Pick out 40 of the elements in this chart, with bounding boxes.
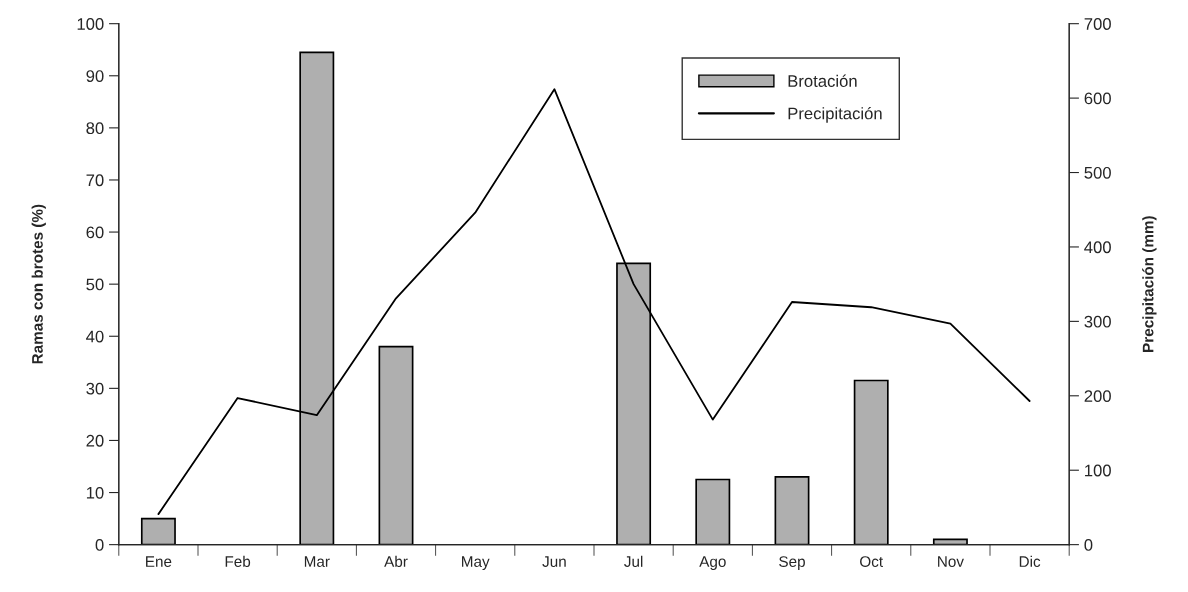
- x-tick-label: Abr: [384, 555, 408, 567]
- x-tick-label: Ago: [699, 556, 726, 570]
- bar: [853, 379, 889, 545]
- x-tick-label: May: [462, 556, 490, 570]
- x-tick-label: Feb: [225, 555, 251, 567]
- y2-tick-label: 700: [1084, 18, 1111, 30]
- y-tick-label: 50: [86, 278, 104, 291]
- y-tick-label: 20: [86, 434, 104, 447]
- y2-tick-label: 100: [1085, 464, 1111, 477]
- bar: [140, 517, 176, 545]
- bar: [774, 476, 810, 545]
- y-tick-label: 30: [86, 382, 104, 395]
- y-tick-label: 10: [86, 486, 104, 499]
- x-tick-label: Jul: [624, 555, 643, 567]
- y2-tick-label: 200: [1084, 390, 1111, 402]
- y2-tick-label: 400: [1084, 241, 1111, 254]
- legend-label: Precipitación: [788, 106, 882, 123]
- y2-tick-label: 500: [1084, 166, 1111, 179]
- y-tick-label: 100: [77, 18, 104, 30]
- x-tick-label: Jun: [542, 556, 566, 567]
- y-tick-label: 80: [86, 122, 104, 135]
- x-tick-label: Dic: [1019, 555, 1041, 567]
- x-tick-label: Ene: [146, 556, 172, 567]
- y-tick-label: 90: [86, 70, 104, 82]
- legend-label: Brotación: [788, 74, 857, 87]
- y2-tick-label: 0: [1084, 539, 1093, 551]
- y-tick-label: 40: [86, 330, 104, 343]
- y-axis-title: Ramas con brotes (%): [31, 204, 46, 364]
- x-tick-label: Nov: [938, 556, 964, 567]
- y2-axis-title: Precipitación (mm): [1142, 216, 1157, 352]
- y2-tick-label: 600: [1084, 92, 1111, 105]
- bar: [695, 478, 731, 545]
- bar: [378, 345, 414, 545]
- y2-tick-label: 300: [1084, 315, 1111, 328]
- y-tick-label: 60: [86, 226, 104, 239]
- y-tick-label: 0: [95, 539, 104, 551]
- x-tick-label: Sep: [779, 556, 805, 570]
- x-tick-label: Mar: [304, 556, 330, 567]
- y-tick-label: 70: [86, 174, 104, 187]
- x-tick-label: Oct: [860, 556, 883, 567]
